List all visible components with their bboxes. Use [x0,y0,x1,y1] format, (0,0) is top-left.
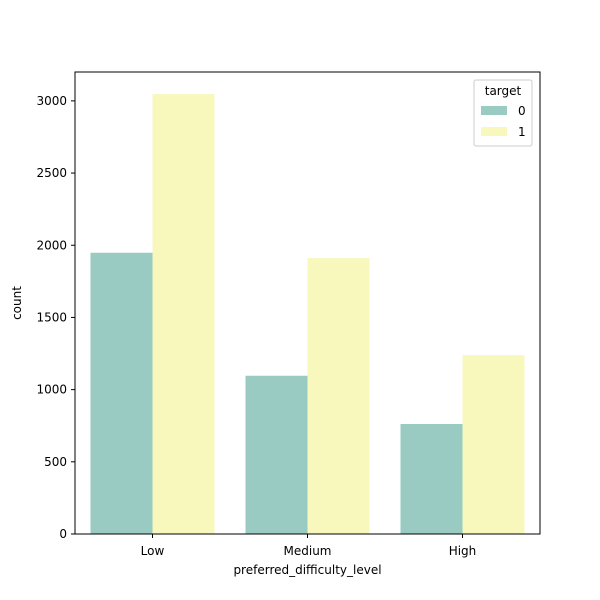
x-axis-label: preferred_difficulty_level [233,563,381,577]
x-tick-label-low: Low [141,544,165,558]
y-tick-label: 2500 [36,166,67,180]
x-axis: Low Medium High [141,534,477,558]
legend-label-1: 1 [518,125,526,139]
legend-title: target [485,84,522,98]
y-tick-label: 1500 [36,310,67,324]
y-tick-label: 3000 [36,94,67,108]
y-tick-label: 2000 [36,238,67,252]
y-tick-label: 0 [59,527,67,541]
legend-items: 01 [481,104,526,139]
x-tick-label-high: High [449,544,477,558]
bar-low-target-1 [152,94,215,534]
bar-medium-target-1 [307,258,370,534]
y-axis-label: count [10,286,24,320]
legend-label-0: 0 [518,104,526,118]
y-axis: 0 500 1000 1500 2000 2500 3000 [36,94,75,541]
bars-layer [90,94,525,534]
legend-swatch-0 [481,106,507,115]
bar-high-target-1 [462,355,525,534]
x-tick-label-medium: Medium [284,544,332,558]
legend-swatch-1 [481,127,507,136]
y-tick-label: 1000 [36,383,67,397]
y-tick-label: 500 [44,455,67,469]
plot-frame [74,71,541,535]
bar-medium-target-0 [245,375,308,534]
legend: target 01 [473,79,533,147]
bar-high-target-0 [400,423,463,534]
bar-low-target-0 [90,252,153,534]
